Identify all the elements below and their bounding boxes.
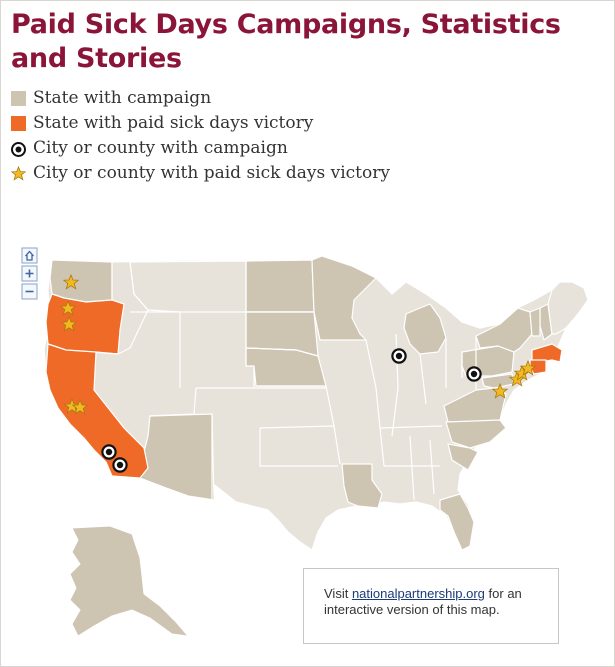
campaign-state-swatch: [11, 91, 26, 106]
target-icon-pittsburgh[interactable]: [466, 366, 482, 382]
victory-state-swatch: [11, 116, 26, 131]
target-icon: [11, 142, 26, 157]
state-michigan: [403, 303, 447, 355]
state-maine: [547, 281, 589, 335]
state-maryland: [481, 373, 515, 389]
target-icon-los-angeles[interactable]: [101, 444, 117, 460]
legend-item-campaign-state: State with campaign: [11, 86, 390, 111]
target-icon-chicago[interactable]: [391, 348, 407, 364]
legend-item-city-victory: City or county with paid sick days victo…: [11, 161, 390, 186]
legend-label: City or county with campaign: [33, 138, 288, 158]
state-washington: [49, 259, 113, 303]
note-suffix: for an interactive version of this map.: [324, 586, 522, 617]
legend-label: State with campaign: [33, 88, 212, 108]
target-icon-long-beach[interactable]: [112, 457, 128, 473]
state-minnesota: [311, 255, 377, 341]
legend-item-victory-state: State with paid sick days victory: [11, 111, 390, 136]
state-florida: [439, 493, 475, 551]
zoom-in-icon[interactable]: [25, 269, 34, 278]
zoom-controls[interactable]: [21, 247, 38, 300]
state-north-carolina: [445, 419, 507, 449]
legend-label: City or county with paid sick days victo…: [33, 163, 390, 183]
state-south-carolina: [447, 443, 479, 471]
state-alaska: [69, 525, 190, 637]
national-partnership-link[interactable]: nationalpartnership.org: [351, 586, 485, 601]
star-icon: [11, 166, 26, 181]
state-vermont: [529, 307, 541, 337]
state-california: [45, 343, 149, 479]
map-legend: State with campaign State with paid sick…: [11, 86, 390, 186]
state-montana: [129, 260, 247, 313]
state-oregon: [45, 293, 125, 355]
note-prefix: Visit: [324, 586, 352, 601]
map-area[interactable]: [0, 238, 615, 658]
home-icon[interactable]: [25, 250, 34, 261]
legend-label: State with paid sick days victory: [33, 113, 314, 133]
interactive-map-note: Visit nationalpartnership.org for an int…: [303, 568, 559, 644]
state-borders: [95, 261, 477, 501]
state-north-dakota: [245, 259, 315, 313]
state-louisiana: [341, 463, 383, 509]
legend-item-city-campaign: City or county with campaign: [11, 136, 390, 161]
state-arizona: [139, 413, 215, 501]
us-map[interactable]: [0, 238, 615, 658]
state-new-york: [475, 307, 533, 353]
page-title: Paid Sick Days Campaigns, Statistics and…: [11, 9, 561, 74]
